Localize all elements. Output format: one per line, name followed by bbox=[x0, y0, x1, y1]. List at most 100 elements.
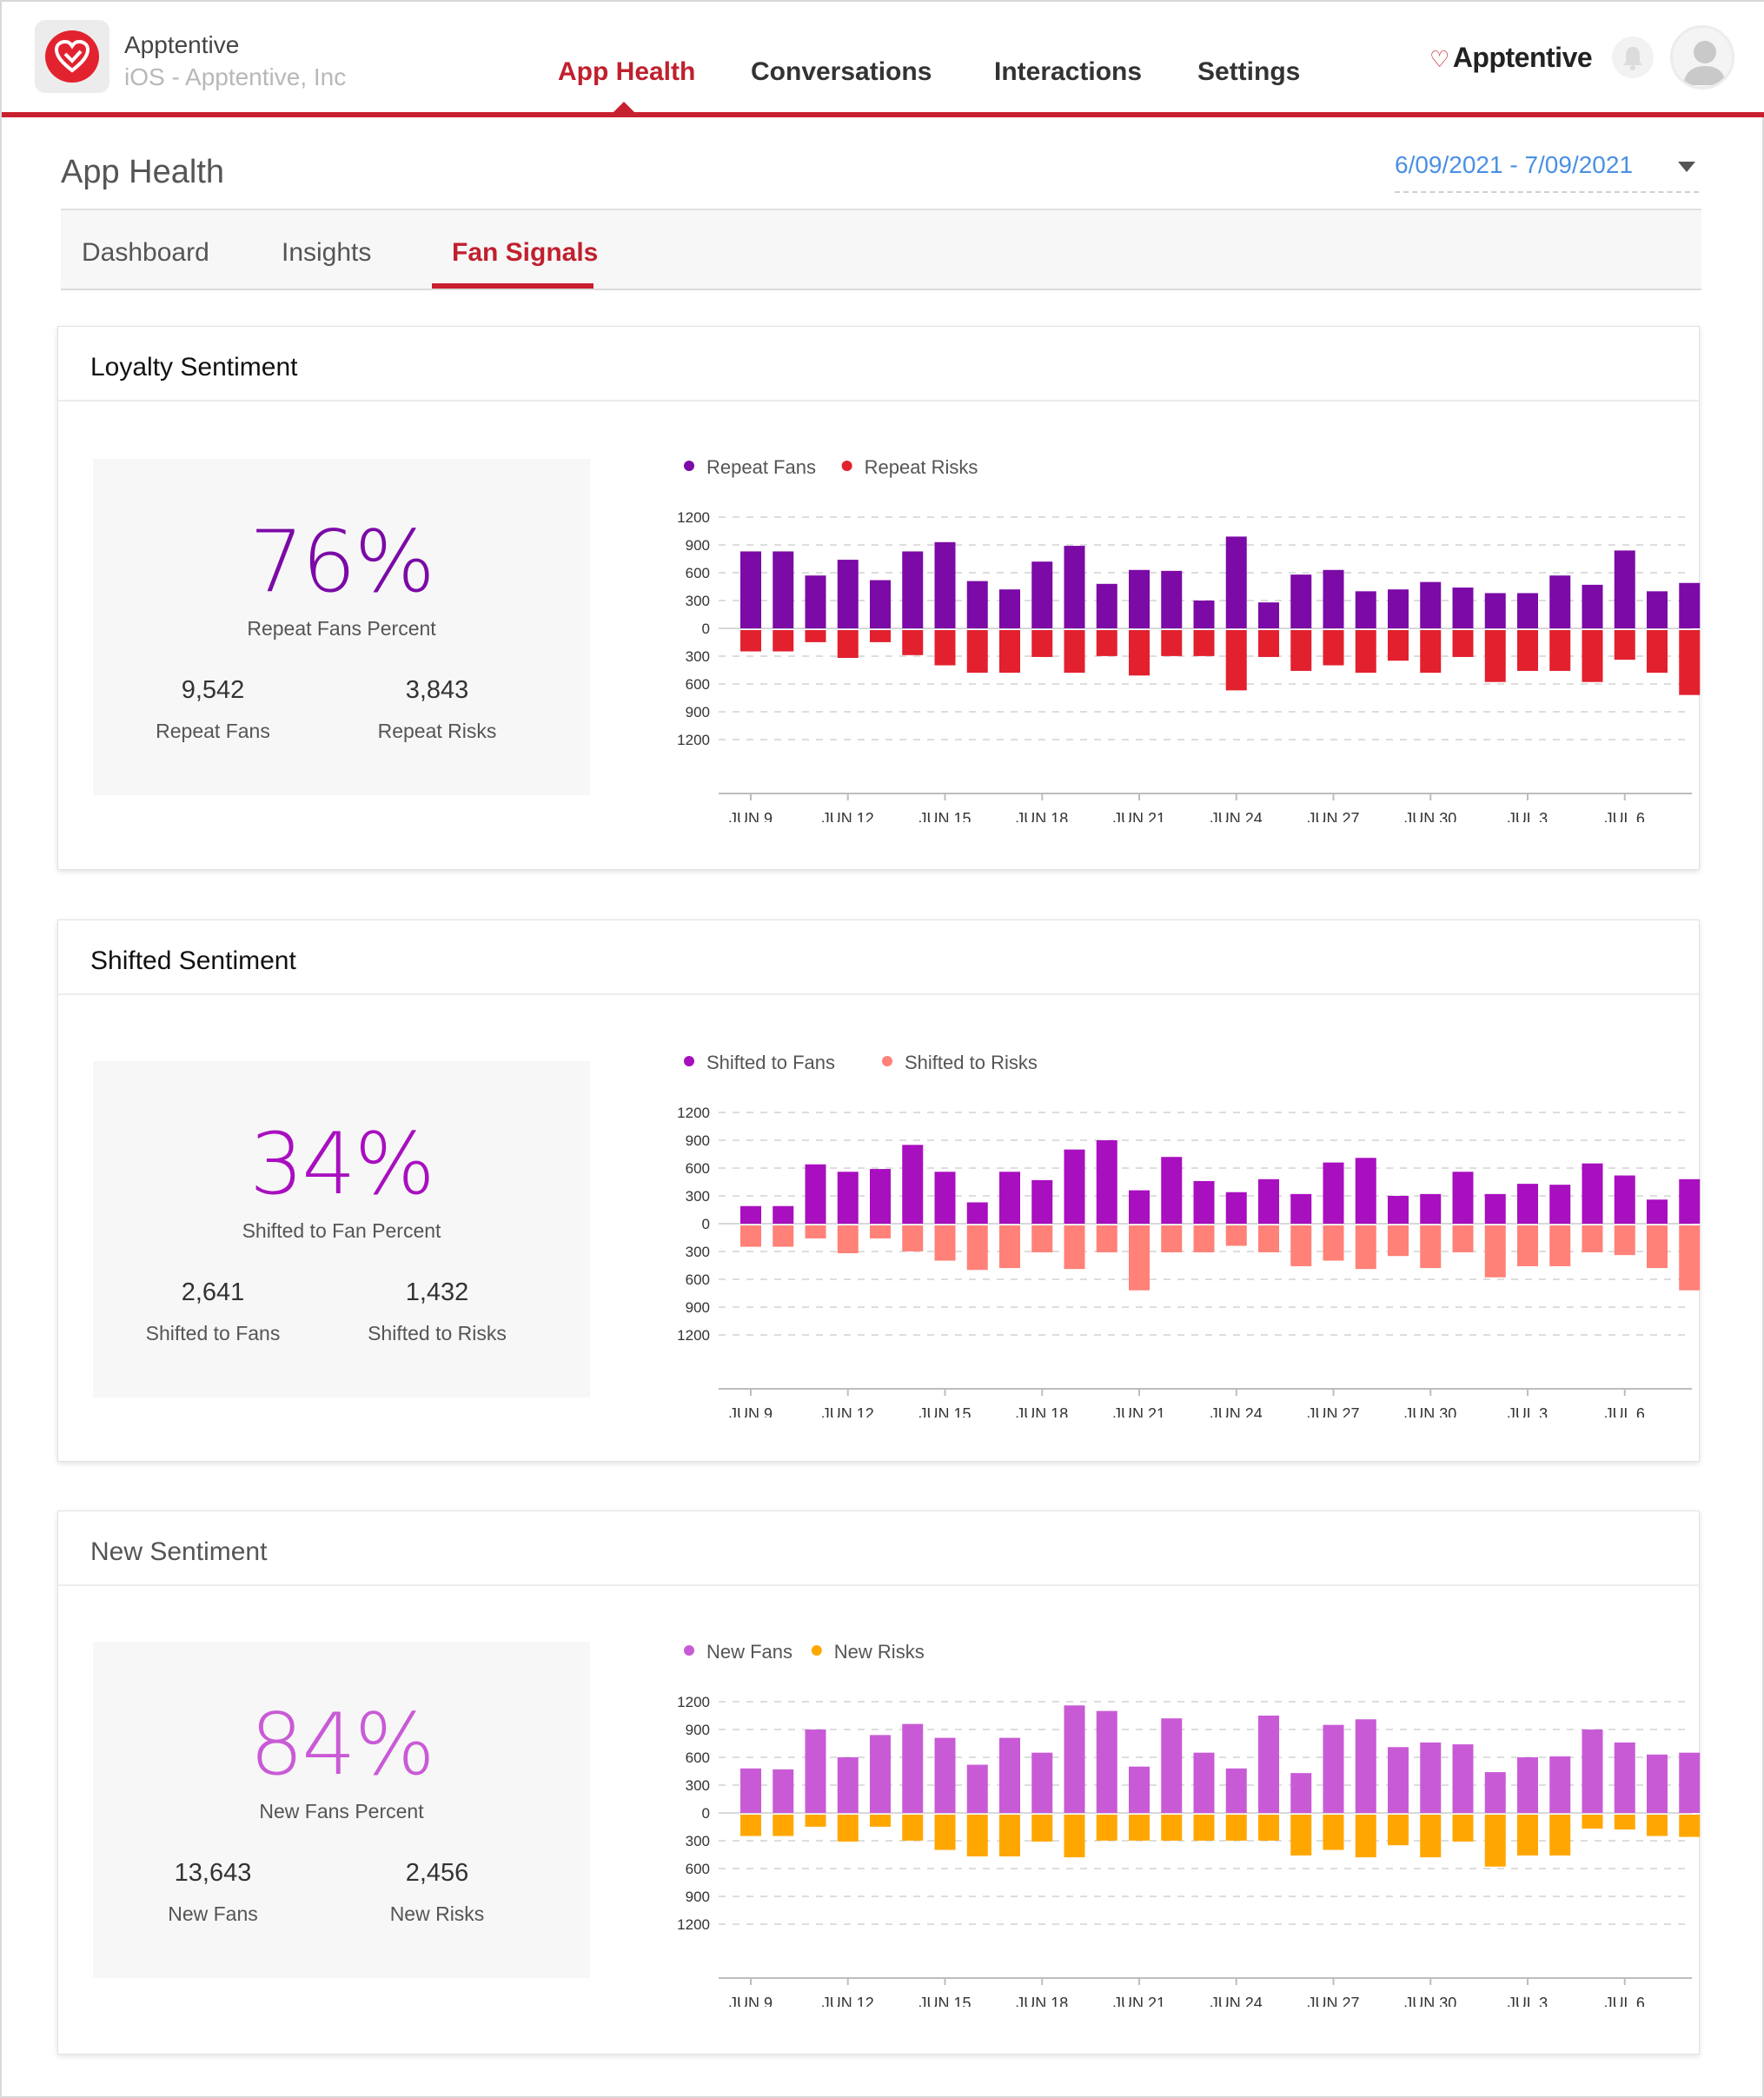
bar bbox=[1549, 1225, 1571, 1266]
legend-item: Repeat Fans bbox=[684, 456, 816, 478]
new-risks-count: 2,456 bbox=[405, 1859, 469, 1887]
shifted-risks-count: 1,432 bbox=[405, 1278, 469, 1306]
legend-item: Repeat Risks bbox=[841, 456, 978, 478]
notification-button[interactable] bbox=[1612, 37, 1654, 78]
x-tick-label: JUN 12 bbox=[822, 1405, 874, 1417]
nav-tab-app-health[interactable]: App Health bbox=[558, 57, 696, 86]
bar bbox=[1096, 1815, 1117, 1841]
bar bbox=[934, 541, 956, 628]
bar bbox=[837, 1815, 859, 1842]
date-range-picker[interactable]: 6/09/2021 - 7/09/2021 bbox=[1395, 148, 1699, 193]
legend-swatch bbox=[841, 461, 852, 471]
repeat-risks-count: 3,843 bbox=[405, 676, 469, 704]
bar bbox=[902, 1145, 924, 1224]
bar bbox=[1031, 1179, 1053, 1224]
x-tick-label: JUN 27 bbox=[1307, 1995, 1359, 2007]
x-tick-label: JUN 9 bbox=[729, 1405, 773, 1417]
bar bbox=[1193, 1815, 1215, 1841]
bar bbox=[966, 1202, 988, 1224]
stats-box: 84% New Fans Percent 13,643 2,456 New Fa… bbox=[93, 1642, 590, 1978]
bar bbox=[1420, 581, 1442, 628]
bar bbox=[1647, 630, 1668, 674]
bar bbox=[870, 1225, 891, 1238]
bar bbox=[1452, 1172, 1474, 1224]
x-tick-label: JUL 6 bbox=[1605, 1405, 1645, 1417]
bar bbox=[1420, 630, 1442, 674]
nav-tab-conversations[interactable]: Conversations bbox=[751, 57, 932, 86]
bar bbox=[934, 1172, 956, 1224]
sub-tab-bar: Dashboard Insights Fan Signals bbox=[61, 210, 1701, 290]
bar bbox=[1388, 630, 1409, 661]
shifted-fans-percent: 34% bbox=[249, 1115, 435, 1214]
y-tick-label: 900 bbox=[686, 1889, 710, 1905]
bar bbox=[999, 589, 1020, 628]
chart-legend: Repeat Fans Repeat Risks bbox=[684, 456, 978, 478]
bar bbox=[1420, 1815, 1442, 1858]
bar bbox=[1484, 593, 1506, 628]
legend-label: Shifted to Risks bbox=[905, 1052, 1038, 1073]
top-bar: Apptentive iOS - Apptentive, Inc App Hea… bbox=[2, 2, 1764, 117]
bar bbox=[870, 1169, 891, 1224]
y-tick-label: 300 bbox=[686, 1833, 710, 1849]
bar bbox=[1388, 1815, 1409, 1846]
bar bbox=[999, 1172, 1020, 1224]
user-avatar[interactable] bbox=[1670, 25, 1734, 90]
new-fans-percent-label: New Fans Percent bbox=[259, 1800, 424, 1822]
bar bbox=[773, 1205, 794, 1224]
x-tick-label: JUN 18 bbox=[1016, 1405, 1068, 1417]
x-axis: JUN 9 JUN 12 JUN 15 JUN 18 JUN 21 JUN 24 JUN 2… bbox=[719, 793, 1692, 822]
bar bbox=[1614, 550, 1635, 628]
bar bbox=[1129, 569, 1150, 628]
y-tick-label: 0 bbox=[702, 1805, 710, 1822]
x-axis: JUN 9 JUN 12 JUN 15 JUN 18 JUN 21 JUN 24 JUN 2… bbox=[719, 1977, 1692, 2007]
bar bbox=[1388, 589, 1409, 628]
chart-grid: 1200 900 600 300 0 300 600 900 1200 bbox=[677, 1694, 1692, 1933]
x-tick-label: JUN 15 bbox=[918, 810, 971, 822]
bar bbox=[1161, 630, 1183, 656]
bar bbox=[1290, 574, 1312, 628]
bar bbox=[1031, 1225, 1053, 1252]
bar bbox=[1258, 1225, 1279, 1252]
bar bbox=[1323, 1162, 1344, 1224]
nav-tab-interactions[interactable]: Interactions bbox=[994, 57, 1143, 86]
bar bbox=[773, 1769, 794, 1813]
app-icon[interactable] bbox=[35, 20, 109, 93]
bar bbox=[1679, 1815, 1701, 1837]
nav-tab-settings[interactable]: Settings bbox=[1197, 57, 1301, 86]
shifted-fans-percent-label: Shifted to Fan Percent bbox=[242, 1219, 441, 1242]
bar bbox=[1614, 1175, 1635, 1224]
bar bbox=[1290, 1225, 1312, 1266]
bar bbox=[1031, 1815, 1053, 1842]
bar bbox=[805, 1225, 826, 1238]
y-tick-label: 1200 bbox=[677, 1916, 710, 1933]
legend-swatch bbox=[684, 1645, 694, 1656]
repeat-fans-count: 9,542 bbox=[181, 676, 245, 704]
bar bbox=[1614, 630, 1635, 661]
panel-header: Shifted Sentiment bbox=[58, 920, 1699, 995]
chart-bars bbox=[740, 536, 1701, 695]
bar bbox=[1225, 630, 1247, 691]
bar bbox=[1258, 1178, 1279, 1224]
new-fans-count: 13,643 bbox=[174, 1859, 252, 1887]
x-tick-label: JUN 24 bbox=[1210, 1995, 1263, 2007]
chart-grid: 1200 900 600 300 0 300 600 900 1200 bbox=[677, 509, 1692, 748]
tab-insights[interactable]: Insights bbox=[282, 238, 372, 267]
bar bbox=[1582, 584, 1603, 628]
bar bbox=[1064, 1149, 1085, 1224]
bar bbox=[805, 1815, 826, 1827]
x-tick-label: JUN 21 bbox=[1113, 810, 1165, 822]
bar bbox=[1388, 1747, 1409, 1813]
legend-label: New Risks bbox=[834, 1641, 925, 1663]
tab-dashboard[interactable]: Dashboard bbox=[82, 238, 209, 267]
bar bbox=[1420, 1225, 1442, 1269]
bar bbox=[1549, 1815, 1571, 1856]
x-tick-label: JUN 18 bbox=[1016, 1995, 1068, 2007]
bar bbox=[1647, 1815, 1668, 1836]
x-tick-label: JUN 21 bbox=[1113, 1995, 1165, 2007]
bar bbox=[1388, 1196, 1409, 1224]
tab-fan-signals[interactable]: Fan Signals bbox=[452, 238, 599, 267]
new-sentiment-chart: New Fans New Risks 1200 900 600 300 0 300 600 900… bbox=[677, 1641, 1701, 2007]
x-tick-label: JUN 30 bbox=[1404, 810, 1456, 822]
bar bbox=[1225, 1815, 1247, 1841]
app-name: Apptentive bbox=[124, 31, 240, 58]
